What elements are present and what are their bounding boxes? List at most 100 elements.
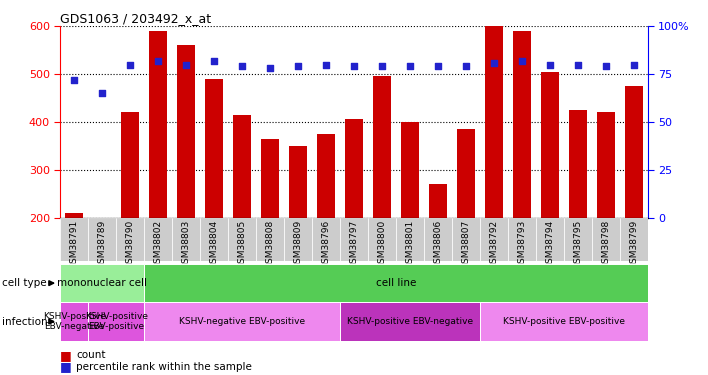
Bar — [480, 302, 648, 341]
Point — [460, 63, 472, 69]
Text: GSM38804: GSM38804 — [210, 220, 219, 269]
Bar — [345, 120, 363, 313]
Bar — [480, 217, 508, 261]
Bar — [401, 122, 419, 313]
Bar — [396, 217, 424, 261]
Bar — [144, 217, 172, 261]
Text: GSM38790: GSM38790 — [125, 220, 135, 269]
Point — [489, 60, 500, 66]
Text: count: count — [76, 351, 106, 360]
Bar — [429, 184, 447, 313]
Point — [544, 62, 556, 68]
Point — [572, 62, 583, 68]
Text: GSM38807: GSM38807 — [462, 220, 470, 269]
Point — [377, 63, 388, 69]
Text: KSHV-positive
EBV-negative: KSHV-positive EBV-negative — [42, 312, 105, 331]
Point — [69, 77, 80, 83]
Text: GSM38799: GSM38799 — [629, 220, 639, 269]
Bar — [177, 45, 195, 313]
Bar — [452, 217, 480, 261]
Text: GSM38805: GSM38805 — [238, 220, 246, 269]
Bar — [541, 72, 559, 313]
Bar — [289, 146, 307, 313]
Bar — [536, 217, 564, 261]
Point — [516, 58, 527, 64]
Bar — [228, 217, 256, 261]
Bar — [60, 264, 144, 302]
Text: GSM38797: GSM38797 — [350, 220, 358, 269]
Text: GSM38808: GSM38808 — [266, 220, 275, 269]
Text: KSHV-positive EBV-positive: KSHV-positive EBV-positive — [503, 317, 625, 326]
Bar — [317, 134, 335, 313]
Text: GDS1063 / 203492_x_at: GDS1063 / 203492_x_at — [60, 12, 211, 25]
Point — [236, 63, 248, 69]
Bar — [368, 217, 396, 261]
Bar — [88, 217, 116, 261]
Text: GSM38800: GSM38800 — [377, 220, 387, 269]
Point — [125, 62, 136, 68]
Point — [320, 62, 331, 68]
Bar — [172, 217, 200, 261]
Text: infection: infection — [2, 316, 47, 327]
Bar — [513, 31, 531, 313]
Point — [628, 62, 639, 68]
Bar — [457, 129, 475, 313]
Bar — [340, 217, 368, 261]
Text: GSM38795: GSM38795 — [573, 220, 583, 269]
Bar — [121, 112, 139, 313]
Text: GSM38796: GSM38796 — [321, 220, 331, 269]
Bar — [261, 139, 279, 313]
Text: GSM38801: GSM38801 — [406, 220, 414, 269]
Bar — [597, 112, 615, 313]
Bar — [233, 115, 251, 313]
Text: cell type: cell type — [2, 278, 47, 288]
Bar — [144, 264, 648, 302]
Text: ■: ■ — [60, 349, 72, 362]
Bar — [200, 217, 228, 261]
Text: GSM38798: GSM38798 — [601, 220, 610, 269]
Point — [264, 65, 275, 71]
Bar — [592, 217, 620, 261]
Text: GSM38789: GSM38789 — [98, 220, 107, 269]
Text: percentile rank within the sample: percentile rank within the sample — [76, 362, 252, 372]
Point — [404, 63, 416, 69]
Point — [181, 62, 192, 68]
Bar — [373, 76, 391, 313]
Text: GSM38792: GSM38792 — [489, 220, 498, 269]
Bar — [205, 79, 223, 313]
Bar — [569, 110, 587, 313]
Bar — [424, 217, 452, 261]
Text: GSM38803: GSM38803 — [182, 220, 190, 269]
Text: KSHV-positive EBV-negative: KSHV-positive EBV-negative — [347, 317, 473, 326]
Point — [208, 58, 219, 64]
Bar — [65, 213, 84, 313]
Point — [152, 58, 164, 64]
Bar — [312, 217, 340, 261]
Text: mononuclear cell: mononuclear cell — [57, 278, 147, 288]
Bar — [620, 217, 648, 261]
Text: GSM38793: GSM38793 — [518, 220, 526, 269]
Point — [292, 63, 304, 69]
Bar — [340, 302, 480, 341]
Point — [348, 63, 360, 69]
Bar — [508, 217, 536, 261]
Text: ■: ■ — [60, 360, 72, 373]
Text: GSM38809: GSM38809 — [294, 220, 302, 269]
Bar — [144, 302, 340, 341]
Bar — [149, 31, 167, 313]
Point — [96, 90, 108, 96]
Bar — [564, 217, 592, 261]
Bar — [60, 302, 88, 341]
Point — [433, 63, 444, 69]
Bar — [256, 217, 284, 261]
Text: GSM38806: GSM38806 — [433, 220, 442, 269]
Text: KSHV-negative EBV-positive: KSHV-negative EBV-positive — [179, 317, 305, 326]
Text: KSHV-positive
EBV-positive: KSHV-positive EBV-positive — [85, 312, 148, 331]
Bar — [88, 302, 144, 341]
Bar — [624, 86, 643, 313]
Point — [600, 63, 612, 69]
Bar — [60, 217, 88, 261]
Bar — [284, 217, 312, 261]
Bar — [116, 217, 144, 261]
Text: cell line: cell line — [376, 278, 416, 288]
